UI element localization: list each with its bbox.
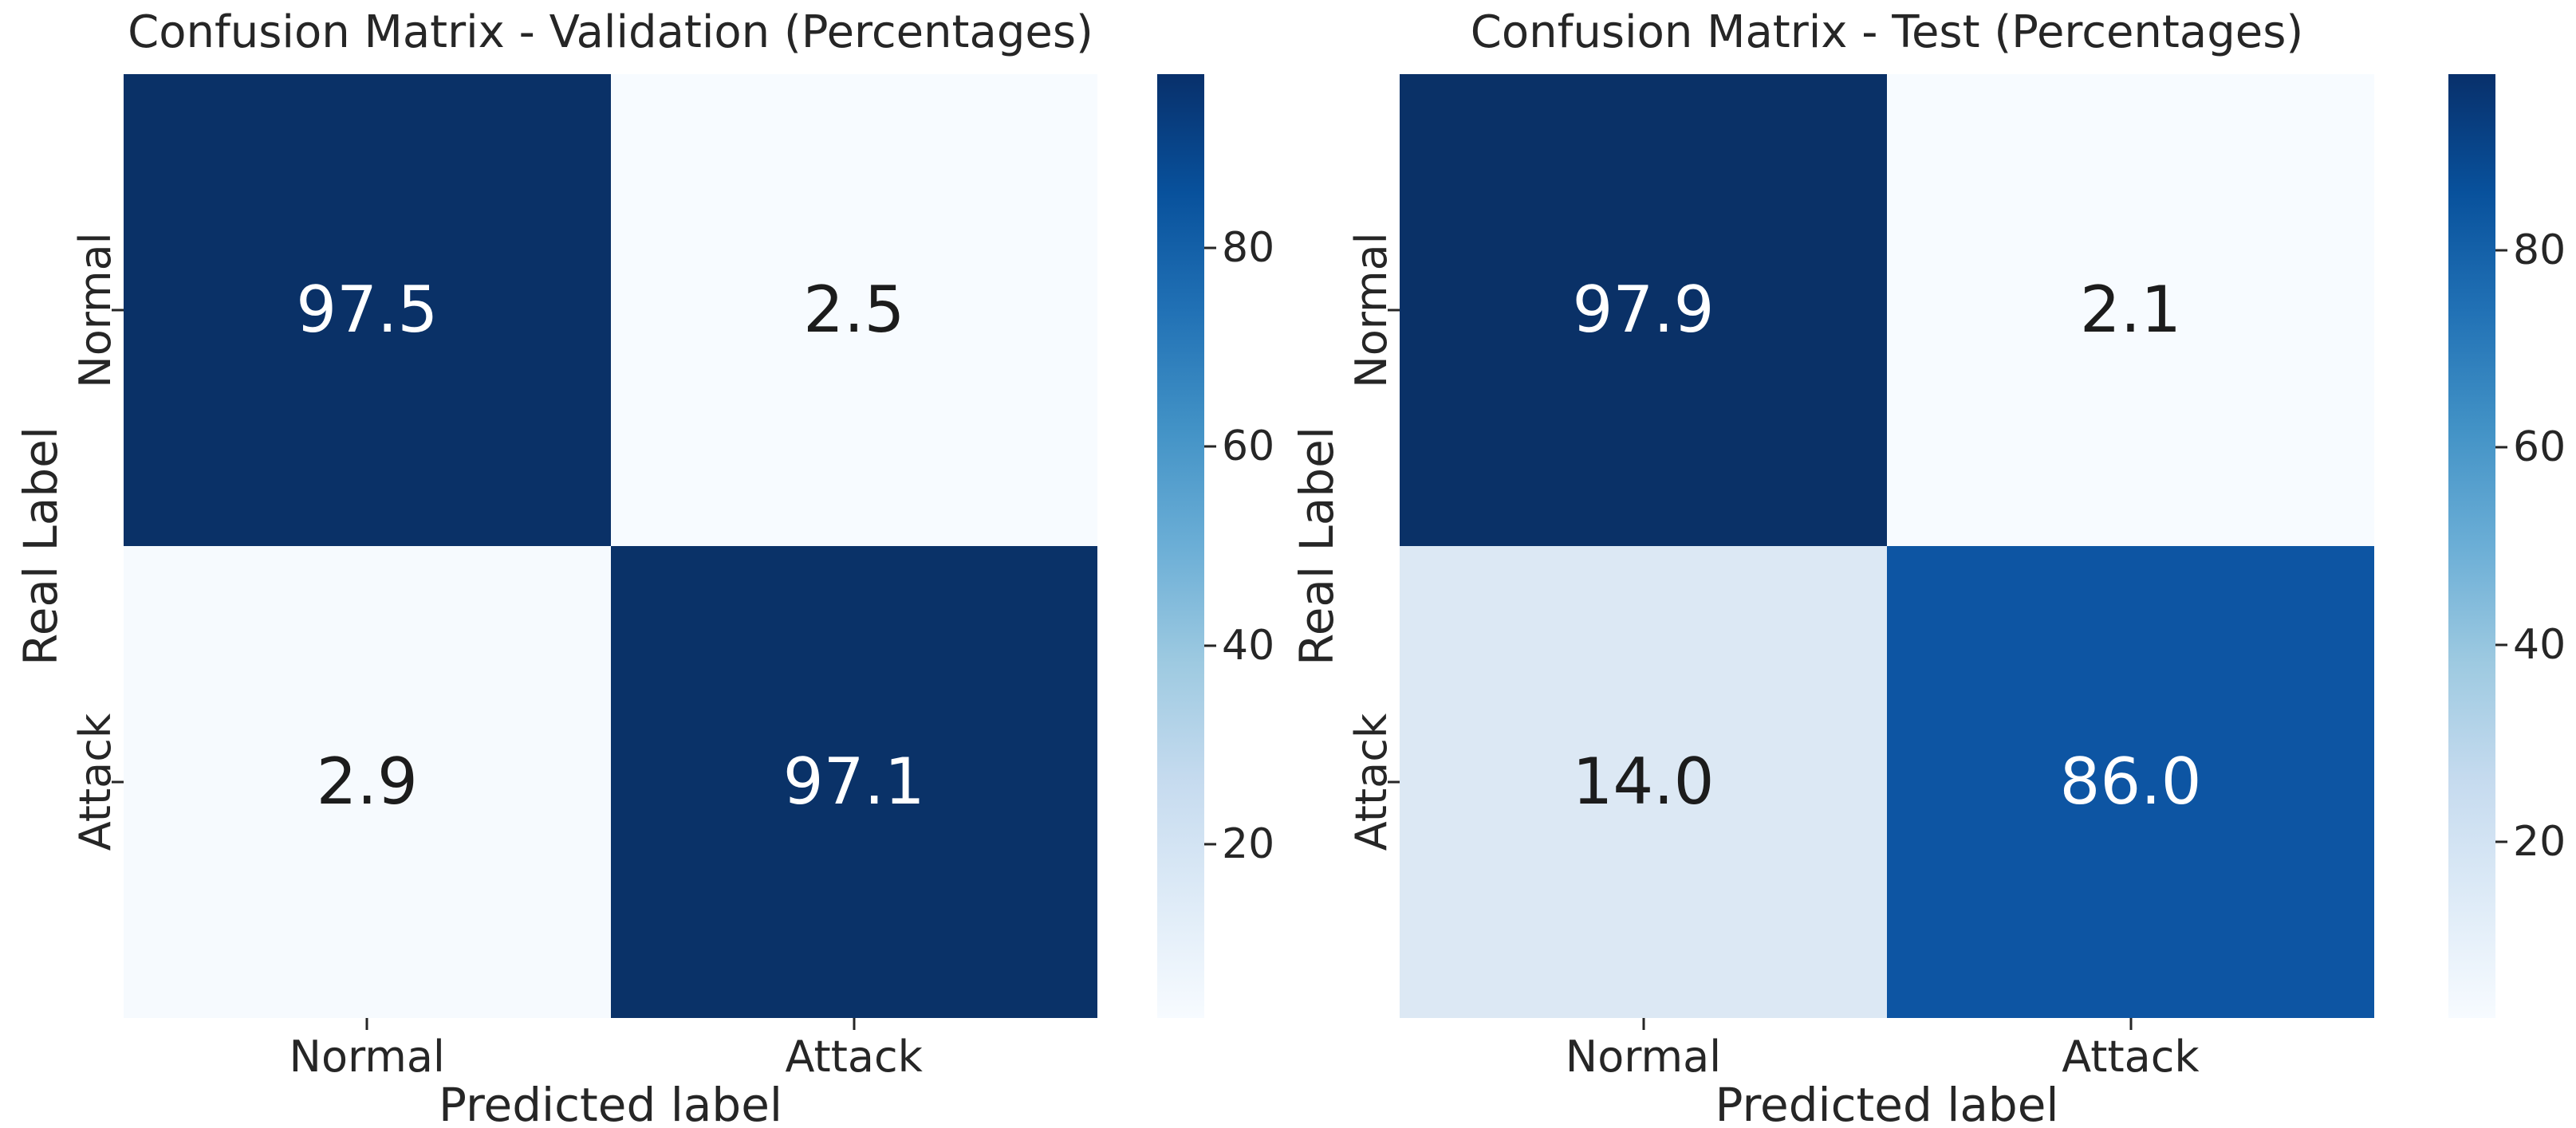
y-tick-mark [1388,309,1400,312]
colorbar-tick-label: 80 [1222,224,1275,273]
x-tick-mark [2129,1018,2132,1030]
colorbar-tick-label: 20 [1222,819,1275,868]
heatmap-grid: 97.5 2.5 2.9 97.1 [124,74,1097,1018]
colorbar-tick-label: 40 [1222,621,1275,670]
colorbar-tick-mark [1204,445,1216,448]
colorbar-tick-label: 80 [2513,226,2566,275]
y-tick-label: Normal [70,232,120,388]
x-tick-label: Normal [289,1032,445,1082]
colorbar-tick-label: 60 [2513,423,2566,472]
colorbar-tick-mark [1204,644,1216,647]
validation-confusion-matrix: Confusion Matrix - Validation (Percentag… [14,10,1097,1128]
colorbar-gradient [2448,74,2495,1018]
heatmap-cell-r0c0: 97.5 [124,74,611,546]
colorbar-tick-mark [2495,446,2507,449]
heatmap-cell-r1c1: 86.0 [1887,546,2374,1018]
chart-title: Confusion Matrix - Validation (Percentag… [128,6,1093,58]
colorbar: 80 60 40 20 [2448,74,2566,1018]
colorbar-tick-label: 60 [1222,423,1275,471]
y-tick-mark [112,309,124,312]
x-tick-mark [365,1018,368,1030]
heatmap-cell-r1c0: 2.9 [124,546,611,1018]
x-tick-label: Attack [785,1032,923,1082]
colorbar-tick-mark [2495,249,2507,252]
x-axis-label: Predicted label [1715,1078,2059,1128]
test-confusion-matrix: Confusion Matrix - Test (Percentages) 97… [1290,10,2374,1128]
y-tick-label: Attack [70,713,120,851]
chart-title: Confusion Matrix - Test (Percentages) [1470,6,2304,58]
heatmap-grid: 97.9 2.1 14.0 86.0 [1400,74,2374,1018]
y-tick-label: Normal [1346,232,1396,388]
heatmap-cell-r0c1: 2.5 [610,74,1097,546]
colorbar-tick-label: 20 [2513,817,2566,866]
colorbar-tick-mark [1204,843,1216,846]
colorbar-tick-mark [2495,840,2507,843]
y-tick-mark [1388,780,1400,784]
x-tick-label: Attack [2062,1032,2200,1082]
heatmap-cell-r0c0: 97.9 [1400,74,1887,546]
y-tick-label: Attack [1346,713,1396,851]
y-axis-label: Real Label [14,426,68,666]
heatmap-cell-r1c0: 14.0 [1400,546,1887,1018]
y-axis-label: Real Label [1290,426,1344,666]
x-tick-mark [1642,1018,1644,1030]
heatmap-cell-r0c1: 2.1 [1887,74,2374,546]
colorbar-tick-mark [1204,246,1216,250]
x-tick-label: Normal [1565,1032,1722,1082]
colorbar-tick-mark [2495,643,2507,647]
colorbar: 80 60 40 20 [1157,74,1274,1018]
x-tick-mark [853,1018,856,1030]
heatmap-cell-r1c1: 97.1 [610,546,1097,1018]
x-axis-label: Predicted label [439,1078,782,1128]
colorbar-tick-label: 40 [2513,620,2566,669]
colorbar-gradient [1157,74,1204,1018]
y-tick-mark [112,780,124,784]
